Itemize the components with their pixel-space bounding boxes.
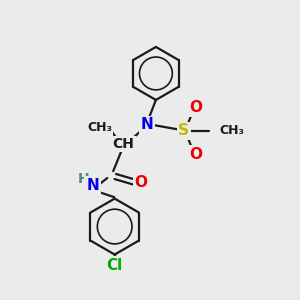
Text: Cl: Cl bbox=[106, 258, 123, 273]
Text: CH₃: CH₃ bbox=[219, 124, 244, 137]
Text: CH₃: CH₃ bbox=[87, 122, 112, 134]
Text: O: O bbox=[189, 100, 202, 115]
Text: S: S bbox=[178, 123, 189, 138]
Text: O: O bbox=[135, 175, 148, 190]
Text: CH: CH bbox=[112, 137, 134, 151]
Text: N: N bbox=[86, 178, 99, 193]
Text: H: H bbox=[78, 172, 90, 186]
Text: N: N bbox=[141, 118, 153, 133]
Text: O: O bbox=[189, 147, 202, 162]
